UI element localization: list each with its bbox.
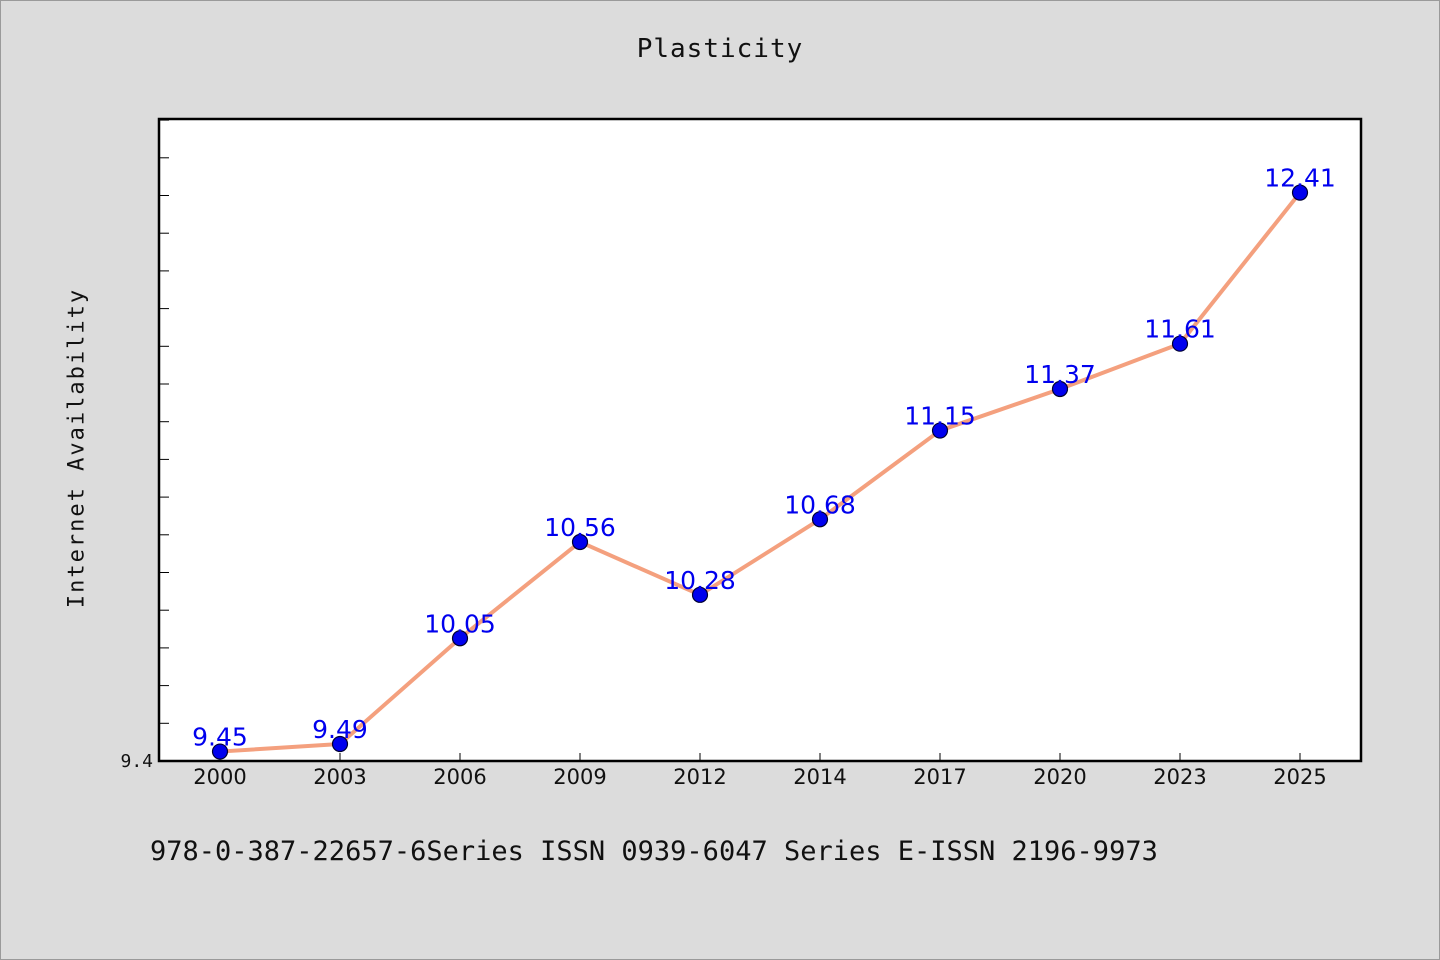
data-label: 10.28: [664, 566, 736, 595]
data-label: 10.56: [544, 513, 616, 542]
data-point: [211, 743, 229, 760]
plot-area: [157, 117, 1363, 763]
data-point: [331, 735, 349, 753]
x-tick-label: 2020: [1033, 765, 1086, 789]
data-label: 10.68: [784, 490, 856, 519]
data-label: 9.45: [192, 723, 248, 752]
data-point: [811, 511, 829, 528]
data-label: 9.49: [312, 715, 368, 744]
x-tick-label: 2025: [1273, 765, 1326, 789]
footer-text: 978-0-387-22657-6Series ISSN 0939-6047 S…: [150, 836, 1158, 867]
data-point: [1171, 335, 1189, 352]
data-point: [691, 586, 709, 603]
x-tick-label: 2003: [313, 765, 366, 789]
x-tick-label: 2012: [673, 765, 726, 789]
data-point: [451, 630, 469, 647]
x-tick-label: 2000: [193, 765, 246, 789]
y-tick-label: 9.4: [120, 751, 153, 772]
data-label: 11.61: [1144, 315, 1216, 344]
x-tick-label: 2017: [913, 765, 966, 789]
chart-title: Plasticity: [636, 34, 804, 64]
x-tick-label: 2006: [433, 765, 486, 789]
data-label: 12.41: [1264, 164, 1336, 193]
data-point: [1051, 380, 1069, 398]
data-point: [1291, 184, 1309, 201]
data-point: [571, 533, 589, 551]
x-tick-label: 2023: [1153, 765, 1206, 789]
series-line: [219, 191, 1302, 754]
x-tick-label: 2009: [553, 765, 606, 789]
data-point: [931, 422, 949, 439]
data-label: 11.15: [904, 402, 976, 431]
data-label: 10.05: [424, 609, 496, 638]
data-label: 11.37: [1024, 360, 1096, 389]
x-tick-label: 2014: [793, 765, 846, 789]
